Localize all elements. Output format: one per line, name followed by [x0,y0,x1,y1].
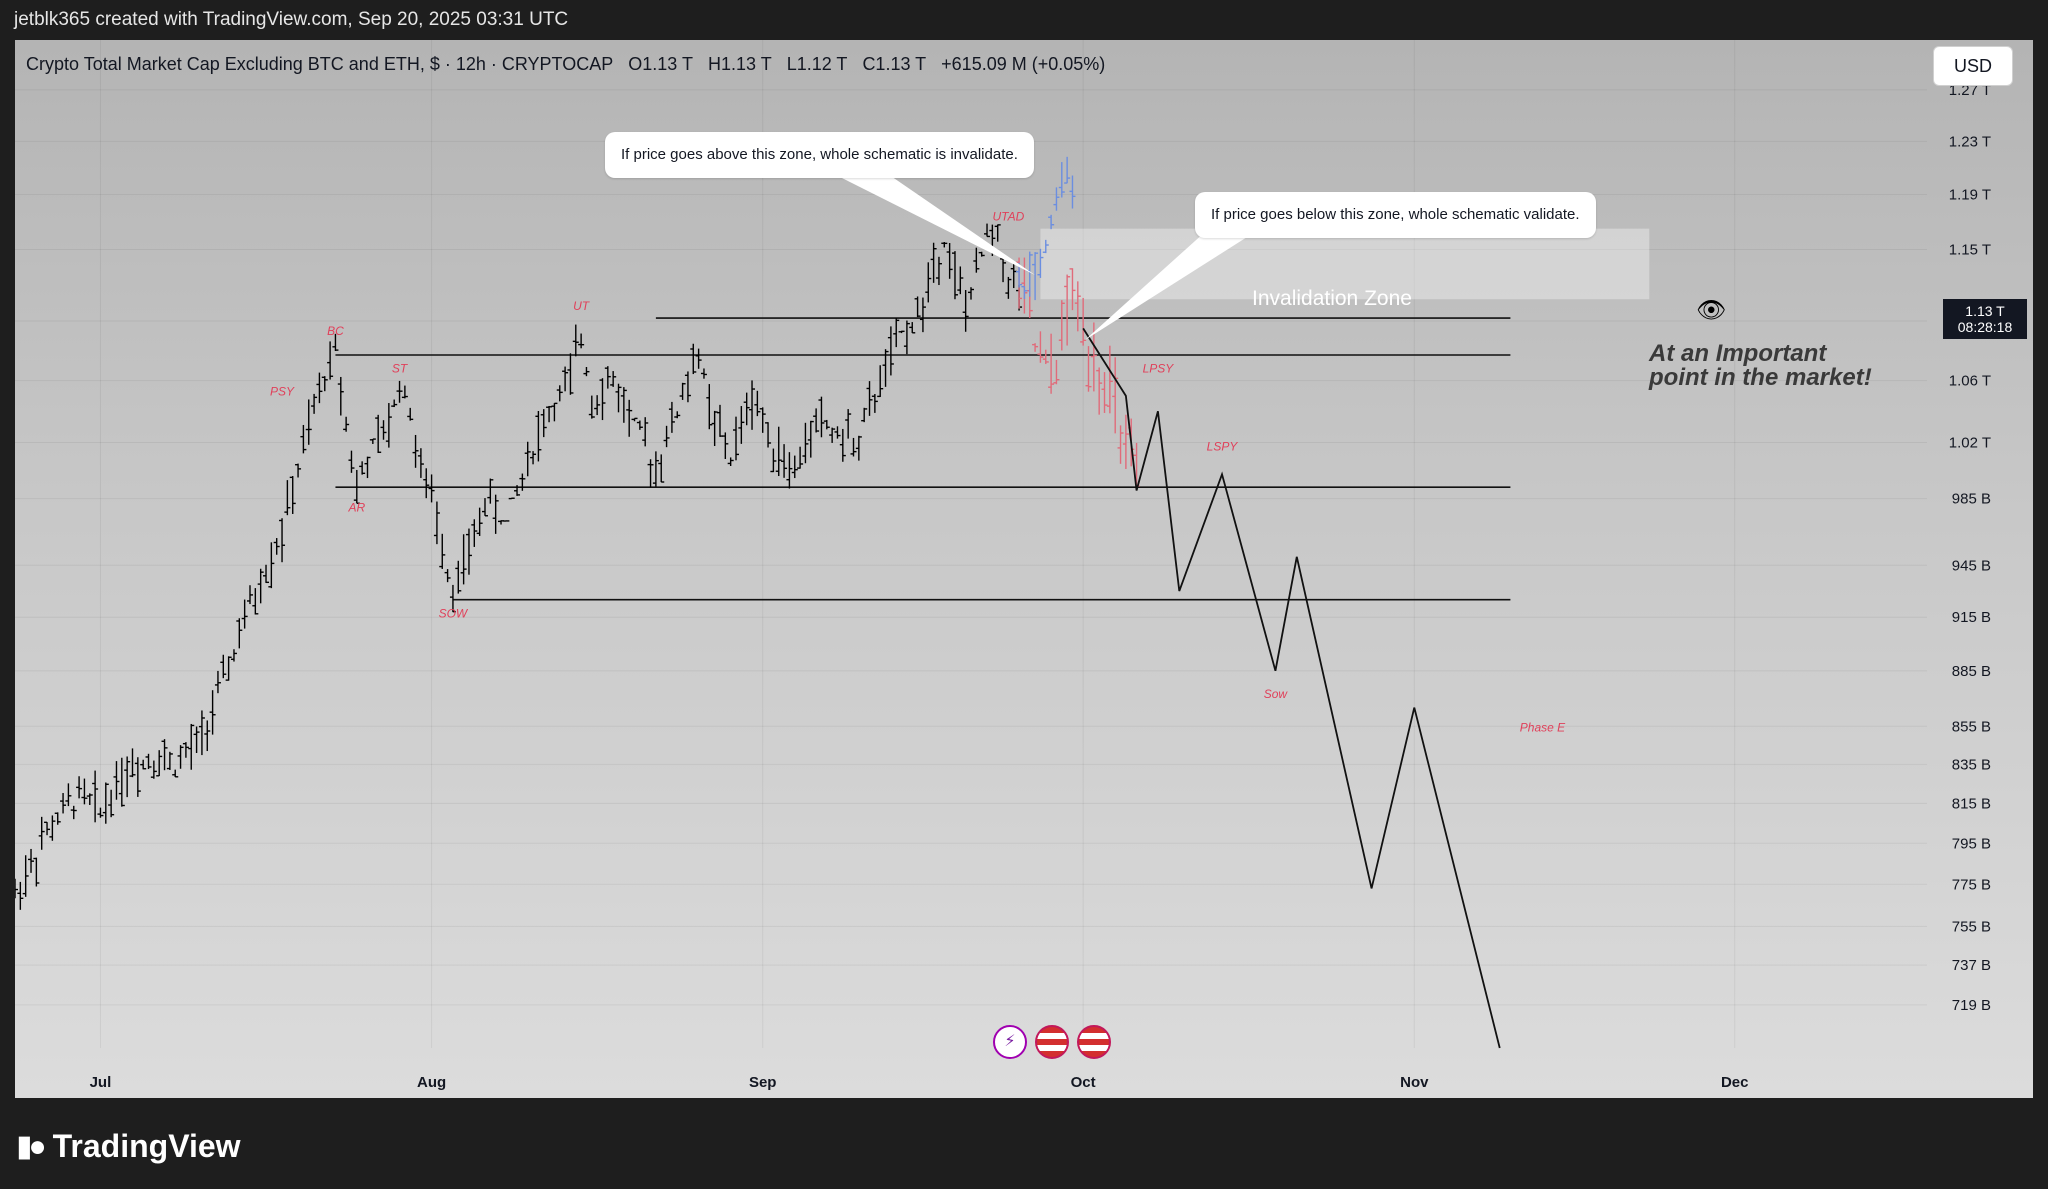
footer: ▮● TradingView [0,1098,2048,1189]
phase-label: PSY [270,385,295,399]
date-axis-label: Dec [1721,1074,1749,1091]
callout-invalidate-text: If price goes above this zone, whole sch… [621,146,1018,163]
callout-invalidate[interactable]: If price goes above this zone, whole sch… [605,132,1034,178]
chart-frame[interactable]: PSY BC AR ST SOW UT UTAD LPSY LSPY Sow Phase E 1.27… [15,40,2033,1098]
price-axis-label: 755 B [1952,918,1991,935]
price-chart[interactable]: PSY BC AR ST SOW UT UTAD LPSY LSPY Sow Phase E 1.27… [15,40,2033,1098]
invalidation-zone [1040,228,1650,300]
price-axis-label: 815 B [1952,795,1991,812]
price-axis-label: 795 B [1952,835,1991,852]
last-price-badge: 1.13 T 08:28:18 [1943,299,2027,339]
date-axis-label: Aug [417,1074,446,1091]
ohlc-close: C1.13 T [862,54,927,74]
phase-label: UT [573,299,591,313]
price-axis-label: 719 B [1952,997,1991,1014]
lightning-icon[interactable]: ⚡ [993,1025,1027,1059]
date-axis-label: Nov [1400,1074,1429,1091]
important-note-line2: point in the market! [1649,364,1872,391]
callout-validate-text: If price goes below this zone, whole sch… [1211,206,1580,223]
callout-validate[interactable]: If price goes below this zone, whole sch… [1195,192,1596,238]
us-flag-icon[interactable] [1077,1025,1111,1059]
price-axis-label: 1.23 T [1949,133,1991,150]
date-axis-label: Jul [90,1074,112,1091]
phase-label: Sow [1264,687,1289,701]
event-icons: ⚡ [993,1025,1111,1059]
currency-button[interactable]: USD [1933,46,2013,86]
price-axis-label: 775 B [1952,876,1991,893]
phase-label: UTAD [992,210,1024,224]
date-axis-label: Sep [749,1074,777,1091]
phase-label: LSPY [1207,439,1239,453]
price-axis-label: 945 B [1952,557,1991,574]
price-axis-label: 1.27 T [1949,82,1991,99]
price-axis-label: 855 B [1952,718,1991,735]
ohlc-high: H1.13 T [707,54,772,74]
bar-countdown: 08:28:18 [1957,319,2013,335]
important-note-line1: At an Important [1649,340,1827,367]
us-flag-icon[interactable] [1035,1025,1069,1059]
price-axis-label: 885 B [1952,663,1991,680]
phase-label: ST [392,362,409,376]
price-axis-label: 737 B [1952,957,1991,974]
phase-label: LPSY [1143,362,1175,376]
price-axis-label: 1.02 T [1949,434,1991,451]
callout-pointer [1085,232,1255,340]
price-axis-label: 1.06 T [1949,373,1991,390]
price-axis-label: 1.15 T [1949,242,1991,259]
ohlc-low: L1.12 T [786,54,848,74]
phase-label: AR [347,501,365,515]
symbol-name: Crypto Total Market Cap Excluding BTC an… [26,54,614,74]
price-change: +615.09 M (+0.05%) [941,54,1106,74]
ohlc-open: O1.13 T [628,54,693,74]
phase-label: SOW [439,607,469,621]
last-price: 1.13 T [1965,303,2005,319]
attribution-text: jetblk365 created with TradingView.com, … [14,9,569,30]
eye-icon[interactable]: 👁 [1696,297,1727,324]
price-axis-label: 1.19 T [1949,187,1991,204]
attribution-bar: jetblk365 created with TradingView.com, … [0,0,2048,40]
phase-label: Phase E [1520,721,1566,735]
price-axis-label: 835 B [1952,756,1991,773]
schematic-path [1082,327,1501,1049]
date-axis-label: Oct [1071,1074,1096,1091]
price-axis-label: 985 B [1952,491,1991,508]
callout-pointer [830,172,1035,275]
invalidation-zone-label: Invalidation Zone [1252,287,1412,310]
price-axis-label: 915 B [1952,609,1991,626]
tradingview-logo[interactable]: ▮● TradingView [16,1128,241,1165]
phase-label: BC [327,324,344,338]
symbol-legend[interactable]: Crypto Total Market Cap Excluding BTC an… [26,54,1115,75]
tradingview-logo-icon: ▮● [16,1130,47,1163]
tradingview-brand: TradingView [52,1128,241,1164]
important-note[interactable]: At an Important point in the market! [1649,342,1872,390]
